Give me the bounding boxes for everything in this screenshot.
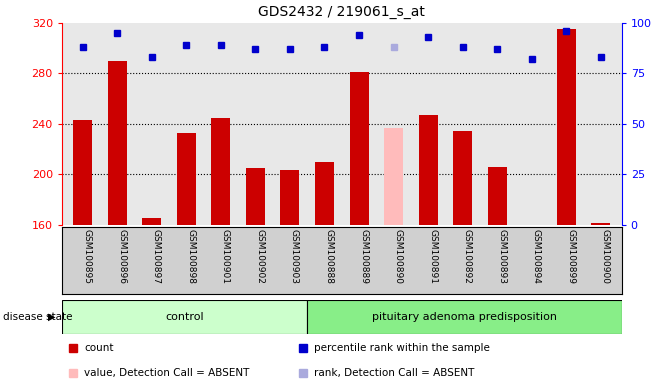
Bar xyxy=(557,29,576,225)
Bar xyxy=(453,131,472,225)
Text: GSM100890: GSM100890 xyxy=(394,228,402,283)
Bar xyxy=(212,118,230,225)
Text: GSM100898: GSM100898 xyxy=(186,228,195,283)
Text: count: count xyxy=(84,343,114,353)
Text: GSM100901: GSM100901 xyxy=(221,228,230,283)
Bar xyxy=(488,167,506,225)
Text: control: control xyxy=(165,312,204,322)
Bar xyxy=(246,168,265,225)
Text: GSM100897: GSM100897 xyxy=(152,228,161,283)
Bar xyxy=(142,218,161,225)
Text: pituitary adenoma predisposition: pituitary adenoma predisposition xyxy=(372,312,557,322)
Bar xyxy=(73,120,92,225)
Text: GSM100893: GSM100893 xyxy=(497,228,506,283)
Text: GSM100891: GSM100891 xyxy=(428,228,437,283)
Text: percentile rank within the sample: percentile rank within the sample xyxy=(314,343,490,353)
Text: GSM100894: GSM100894 xyxy=(532,228,541,283)
Text: GSM100900: GSM100900 xyxy=(601,228,610,283)
Bar xyxy=(307,300,622,334)
Text: GSM100899: GSM100899 xyxy=(566,228,575,283)
Bar xyxy=(315,162,334,225)
Bar xyxy=(384,127,403,225)
Text: GSM100896: GSM100896 xyxy=(117,228,126,283)
Text: GSM100892: GSM100892 xyxy=(463,228,472,283)
Bar xyxy=(419,115,437,225)
Text: ▶: ▶ xyxy=(48,312,55,322)
Text: value, Detection Call = ABSENT: value, Detection Call = ABSENT xyxy=(84,368,249,378)
Bar xyxy=(281,170,299,225)
Title: GDS2432 / 219061_s_at: GDS2432 / 219061_s_at xyxy=(258,5,425,19)
Text: rank, Detection Call = ABSENT: rank, Detection Call = ABSENT xyxy=(314,368,474,378)
Text: disease state: disease state xyxy=(3,312,73,322)
Bar xyxy=(107,61,127,225)
Bar xyxy=(592,223,611,225)
Text: GSM100903: GSM100903 xyxy=(290,228,299,283)
Text: GSM100902: GSM100902 xyxy=(255,228,264,283)
Bar xyxy=(177,132,196,225)
Text: GSM100889: GSM100889 xyxy=(359,228,368,283)
Text: GSM100895: GSM100895 xyxy=(83,228,92,283)
Bar xyxy=(350,72,368,225)
Bar xyxy=(62,300,307,334)
Text: GSM100888: GSM100888 xyxy=(324,228,333,283)
Bar xyxy=(522,225,542,227)
